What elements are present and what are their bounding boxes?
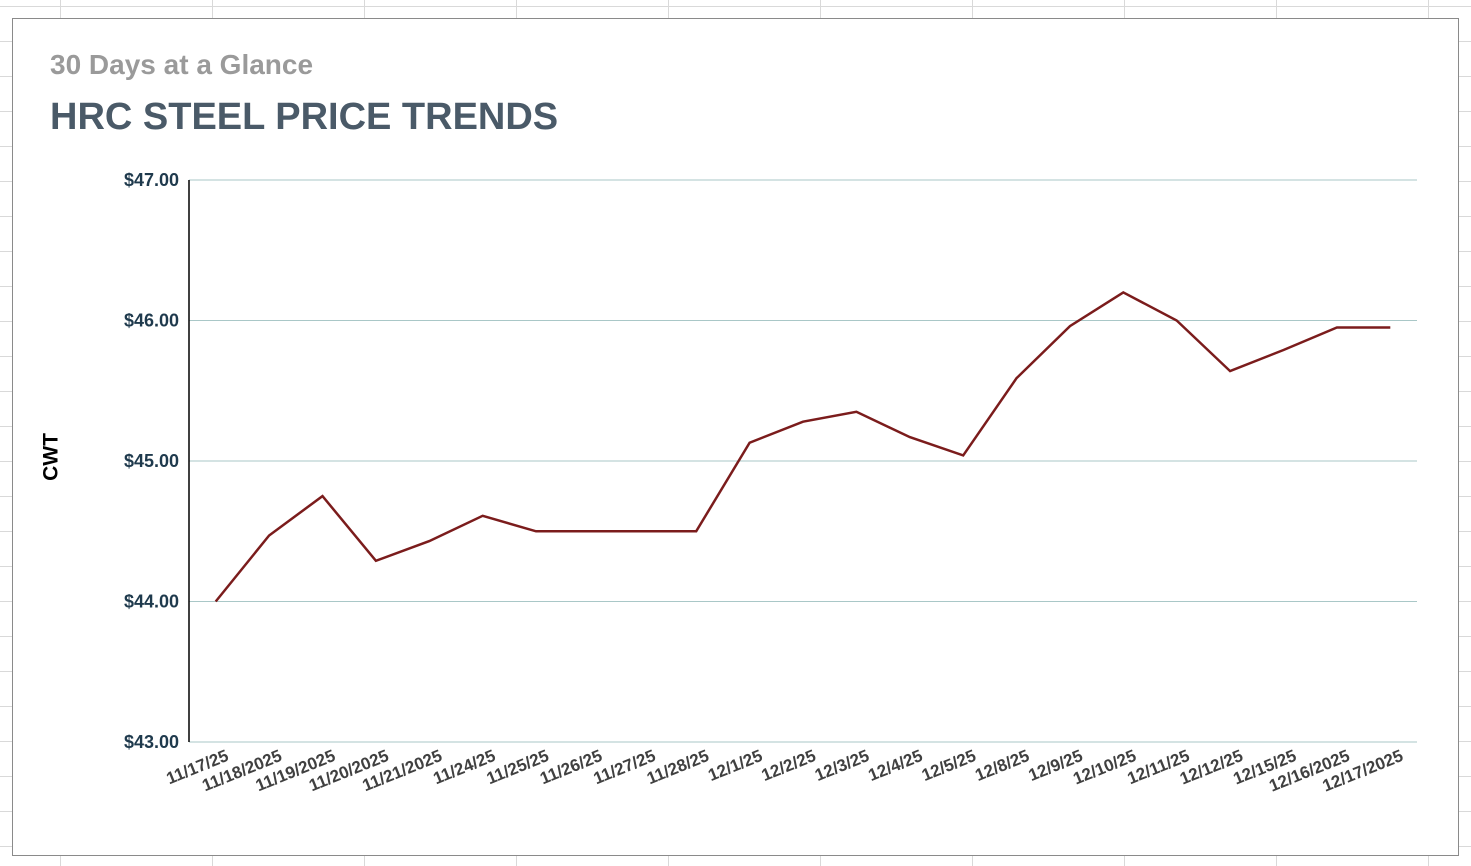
x-tick-label: 12/8/25 <box>972 746 1032 785</box>
chart-subtitle: 30 Days at a Glance <box>50 49 314 80</box>
series-line <box>214 290 1391 603</box>
y-tick-label: $44.00 <box>124 592 179 612</box>
x-tick-label: 12/2/25 <box>759 746 819 785</box>
x-tick-label: 12/4/25 <box>866 746 926 785</box>
y-tick-label: $45.00 <box>124 451 179 471</box>
gridlines <box>189 179 1417 743</box>
y-tick-label: $46.00 <box>124 311 179 331</box>
chart-area[interactable] <box>12 18 1459 856</box>
x-tick-label: 12/5/25 <box>919 746 979 785</box>
y-tick-label: $47.00 <box>124 170 179 190</box>
x-tick-label: 11/28/25 <box>644 746 712 788</box>
x-tick-label: 12/1/25 <box>705 746 765 785</box>
chart-title: HRC STEEL PRICE TRENDS <box>50 96 559 138</box>
y-tick-label: $43.00 <box>124 732 179 752</box>
y-axis-label: CWT <box>40 433 63 481</box>
x-tick-labels: 11/17/2511/18/202511/19/202511/20/202511… <box>164 746 1406 795</box>
series <box>214 290 1391 603</box>
x-tick-label: 12/3/25 <box>812 746 872 785</box>
y-tick-labels: $47.00 $46.00 $45.00 $44.00 $43.00 <box>124 170 179 752</box>
